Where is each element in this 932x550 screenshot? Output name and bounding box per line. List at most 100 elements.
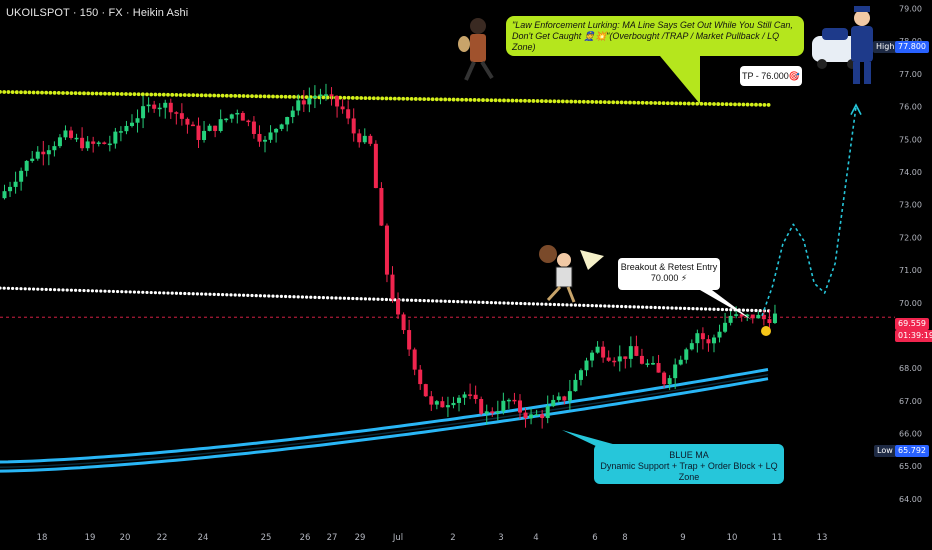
- white-ma-dot: [372, 297, 376, 301]
- yellow-ma-dot: [745, 102, 750, 107]
- yellow-ma-dot: [686, 101, 691, 106]
- white-ma-dot: [620, 304, 624, 309]
- yellow-ma-dot: [384, 96, 389, 101]
- candle-body: [723, 322, 728, 332]
- white-ma-dot: [515, 301, 519, 305]
- white-ma-dot: [489, 301, 493, 305]
- yellow-ma-dot: [691, 101, 695, 106]
- yellow-ma-dot: [472, 98, 477, 102]
- yellow-ma-dot: [77, 91, 82, 96]
- x-tick-label: 27: [327, 533, 338, 543]
- white-ma-dot: [452, 299, 456, 304]
- candle-body: [429, 396, 434, 405]
- white-ma-dot: [351, 296, 355, 301]
- white-ma-dot: [44, 287, 48, 292]
- yellow-ma-dot: [325, 95, 330, 100]
- candle-body: [412, 349, 417, 370]
- white-ma-dot: [712, 307, 716, 311]
- callout-entry-line2: 70.000 ⚡: [650, 273, 688, 283]
- white-ma-dot: [565, 303, 569, 307]
- candle-body: [196, 125, 201, 140]
- white-ma-dot: [309, 295, 313, 299]
- thief-mid-leg: [566, 286, 576, 303]
- police-car-roof: [822, 28, 848, 40]
- white-ma-dot: [0, 286, 2, 290]
- white-ma-dot: [666, 306, 670, 310]
- yellow-ma-dot: [254, 94, 259, 99]
- x-tick-label: 19: [85, 533, 96, 543]
- candle-body: [434, 401, 439, 405]
- candle-body: [756, 314, 761, 319]
- yellow-ma-dot: [703, 101, 708, 106]
- yellow-ma-dot: [266, 94, 271, 99]
- candle-body: [19, 170, 24, 182]
- white-ma-dot: [284, 294, 288, 299]
- white-ma-dot: [221, 293, 225, 297]
- candle-body: [8, 186, 13, 192]
- white-ma-dot: [61, 288, 65, 292]
- yellow-ma-dot: [61, 91, 65, 95]
- candle-body: [590, 352, 595, 361]
- symbol-header[interactable]: UKOILSPOT · 150 · FX · Heikin Ashi: [6, 7, 189, 19]
- yellow-ma-dot: [518, 98, 523, 103]
- white-ma-dot: [103, 289, 107, 293]
- white-ma-dot: [200, 292, 204, 296]
- candle-body: [761, 314, 766, 320]
- yellow-ma-dot: [35, 90, 40, 95]
- candle-body: [307, 97, 312, 105]
- white-ma-dot: [636, 305, 641, 309]
- yellow-ma-dot: [359, 96, 364, 100]
- candle-body: [700, 333, 705, 340]
- candle-body: [63, 130, 68, 138]
- candle-body: [745, 314, 750, 317]
- x-tick-label: 22: [157, 533, 168, 543]
- yellow-ma-dot: [40, 90, 44, 95]
- white-ma-dot: [250, 293, 254, 298]
- candle-body: [268, 132, 273, 140]
- white-ma-dot: [128, 290, 132, 294]
- white-ma-dot: [40, 287, 44, 291]
- candle-body: [484, 411, 489, 414]
- white-ma-dot: [82, 288, 86, 293]
- yellow-ma-dot: [581, 99, 586, 104]
- yellow-ma-dot: [733, 102, 737, 107]
- y-tick-label: 67.00: [899, 397, 922, 406]
- yellow-ma-dot: [287, 94, 292, 99]
- yellow-ma-dot: [10, 90, 15, 95]
- white-ma-dot: [27, 287, 31, 291]
- yellow-ma-dot: [380, 96, 385, 101]
- thief-mid-leg: [546, 285, 562, 302]
- white-ma-dot: [662, 306, 666, 310]
- x-tick-label: Jul: [392, 533, 403, 543]
- candle-body: [418, 369, 423, 385]
- callout-warning-line2: Don't Get Caught 👮💥"(Overbought /TRAP / …: [512, 31, 780, 52]
- yellow-ma-dot: [195, 93, 200, 98]
- yellow-ma-dot: [115, 91, 120, 96]
- white-ma-dot: [376, 297, 380, 301]
- white-ma-dot: [519, 301, 523, 306]
- candle-body: [323, 94, 328, 96]
- yellow-ma-dot: [590, 100, 595, 104]
- white-ma-dot: [426, 299, 430, 303]
- yellow-ma-dot: [216, 93, 221, 98]
- yellow-ma-dot: [98, 91, 103, 96]
- yellow-ma-dot: [275, 94, 280, 99]
- yellow-ma-dot: [607, 100, 611, 105]
- candle-body: [129, 122, 134, 126]
- white-ma-dot: [48, 287, 53, 292]
- x-tick-label: 18: [37, 533, 48, 543]
- yellow-ma-dot: [720, 102, 725, 107]
- white-ma-dot: [258, 294, 262, 298]
- white-ma-dot: [208, 292, 212, 296]
- yellow-ma-dot: [371, 96, 376, 101]
- x-tick-label: 10: [727, 533, 738, 543]
- white-ma-dot: [485, 300, 489, 305]
- yellow-ma-dot: [245, 94, 250, 99]
- white-ma-dot: [132, 290, 136, 294]
- candlestick-series: [2, 83, 777, 429]
- white-ma-dot: [254, 294, 258, 298]
- thief-mid-moneybag: [539, 245, 557, 263]
- yellow-ma-dot: [124, 92, 128, 96]
- yellow-ma-dot: [577, 99, 582, 104]
